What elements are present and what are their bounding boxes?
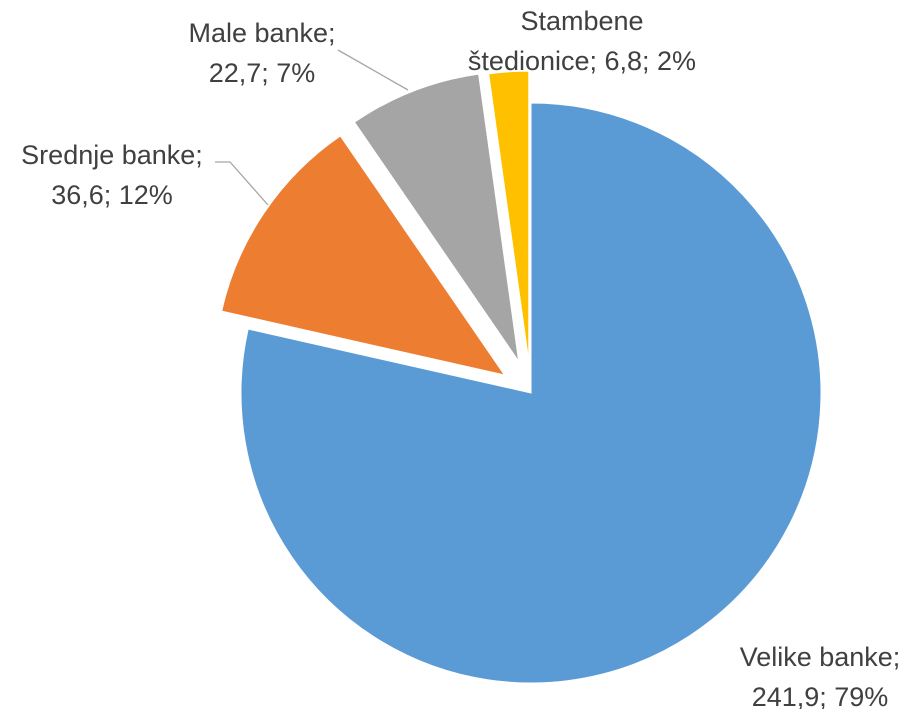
leader-line (215, 161, 269, 206)
data-label-line: Stambene (520, 6, 643, 36)
leader-line (337, 49, 409, 91)
data-label-srednje-banke: Srednje banke; 36,6; 12% (21, 140, 203, 210)
label-leader-lines (215, 49, 409, 206)
data-label-line: 241,9; 79% (752, 682, 889, 709)
pie-slice-velike-banke (240, 102, 822, 684)
data-label-line: 36,6; 12% (51, 180, 173, 210)
data-label-line: Srednje banke; (21, 140, 203, 170)
data-label-line: štedionice; 6,8; 2% (468, 46, 696, 76)
data-label-line: Velike banke; (740, 642, 901, 672)
data-label-male-banke: Male banke; 22,7; 7% (188, 18, 335, 88)
pie-slice-stambene-tedionice (488, 70, 530, 362)
pie-slice-male-banke (353, 73, 520, 362)
pie-slice-srednje-banke (221, 135, 506, 376)
data-label-line: 22,7; 7% (209, 58, 316, 88)
data-labels: Velike banke; 241,9; 79% Srednje banke; 36,… (21, 6, 900, 709)
data-label-velike-banke: Velike banke; 241,9; 79% (740, 642, 901, 709)
data-label-stambene-tedionice: Stambene štedionice; 6,8; 2% (468, 6, 696, 76)
data-label-line: Male banke; (188, 18, 335, 48)
pie-slices (221, 70, 822, 684)
